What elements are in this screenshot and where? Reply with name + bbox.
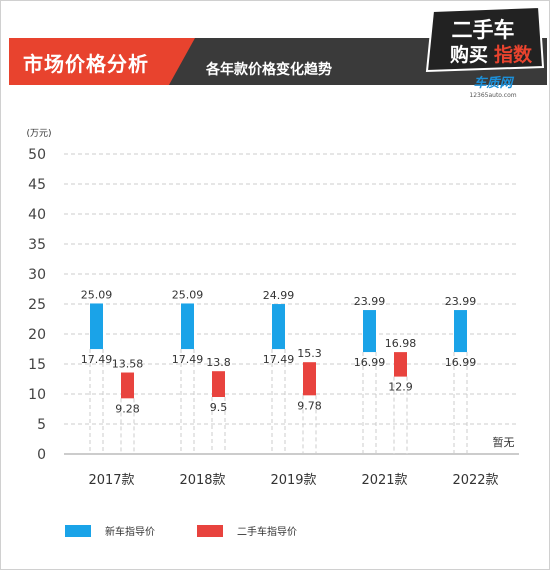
data-label-low: 16.99 bbox=[445, 356, 477, 369]
legend: 新车指导价 二手车指导价 bbox=[1, 513, 550, 543]
y-tick-label: 25 bbox=[28, 297, 46, 313]
data-label-low: 9.28 bbox=[115, 402, 140, 415]
data-label-high: 13.8 bbox=[206, 356, 231, 369]
used-price-bar bbox=[121, 372, 134, 399]
legend-swatch-new bbox=[65, 524, 91, 537]
legend-item-new: 新车指导价 bbox=[65, 523, 155, 538]
new-price-bar bbox=[90, 303, 103, 350]
legend-label-used: 二手车指导价 bbox=[237, 527, 297, 538]
data-label-high: 25.09 bbox=[172, 288, 204, 301]
data-label-low: 9.5 bbox=[210, 401, 228, 414]
new-price-bar bbox=[454, 310, 467, 353]
chart-subtitle: 各年款价格变化趋势 bbox=[206, 62, 332, 78]
data-label-high: 13.58 bbox=[112, 358, 144, 371]
data-label-low: 17.49 bbox=[263, 353, 295, 366]
y-tick-label: 40 bbox=[28, 207, 46, 223]
y-tick-label: 30 bbox=[28, 267, 46, 283]
x-tick-label: 2018款 bbox=[179, 473, 225, 488]
brand-logo: 二手车 购买 指数 车质网 12365auto.com bbox=[425, 5, 545, 99]
y-tick-label: 0 bbox=[37, 447, 46, 463]
y-tick-label: 20 bbox=[28, 327, 46, 343]
x-tick-label: 2022款 bbox=[452, 473, 498, 488]
data-label-high: 16.98 bbox=[385, 337, 417, 350]
y-tick-label: 5 bbox=[37, 417, 46, 433]
data-label-high: 25.09 bbox=[81, 288, 113, 301]
y-tick-label: 15 bbox=[28, 357, 46, 373]
new-price-bar bbox=[272, 304, 285, 350]
new-price-bar bbox=[181, 303, 194, 350]
y-tick-label: 10 bbox=[28, 387, 46, 403]
y-tick-label: 35 bbox=[28, 237, 46, 253]
logo-site: 12365auto.com bbox=[469, 92, 516, 99]
data-label-high: 23.99 bbox=[445, 295, 477, 308]
logo-brand: 车质网 bbox=[473, 75, 514, 91]
x-tick-label: 2019款 bbox=[270, 473, 316, 488]
section-title: 市场价格分析 bbox=[23, 52, 149, 76]
legend-item-used: 二手车指导价 bbox=[197, 523, 297, 538]
legend-swatch-used bbox=[197, 524, 223, 537]
legend-label-new: 新车指导价 bbox=[105, 527, 155, 538]
data-label-low: 16.99 bbox=[354, 356, 386, 369]
data-label-low: 12.9 bbox=[388, 381, 413, 394]
x-tick-label: 2021款 bbox=[361, 473, 407, 488]
x-tick-label: 2017款 bbox=[88, 473, 134, 488]
data-label-low: 17.49 bbox=[81, 353, 113, 366]
logo-line2b: 指数 bbox=[494, 43, 533, 66]
data-label-high: 24.99 bbox=[263, 289, 295, 302]
y-axis-unit: (万元) bbox=[26, 129, 51, 139]
data-label-high: 15.3 bbox=[297, 347, 322, 360]
data-label-high: 23.99 bbox=[354, 295, 386, 308]
used-price-bar bbox=[212, 371, 225, 397]
section-tag bbox=[9, 38, 195, 85]
logo-line2a: 购买 bbox=[450, 43, 488, 66]
data-label-low: 17.49 bbox=[172, 353, 204, 366]
used-price-bar bbox=[303, 362, 316, 396]
logo-line1: 二手车 bbox=[452, 18, 515, 42]
bar-annotation: 暂无 bbox=[493, 436, 515, 449]
new-price-bar bbox=[363, 310, 376, 353]
y-tick-label: 50 bbox=[28, 147, 46, 163]
logo-badge bbox=[425, 5, 545, 73]
data-label-low: 9.78 bbox=[297, 399, 322, 412]
y-tick-label: 45 bbox=[28, 177, 46, 193]
used-price-bar bbox=[394, 352, 407, 377]
